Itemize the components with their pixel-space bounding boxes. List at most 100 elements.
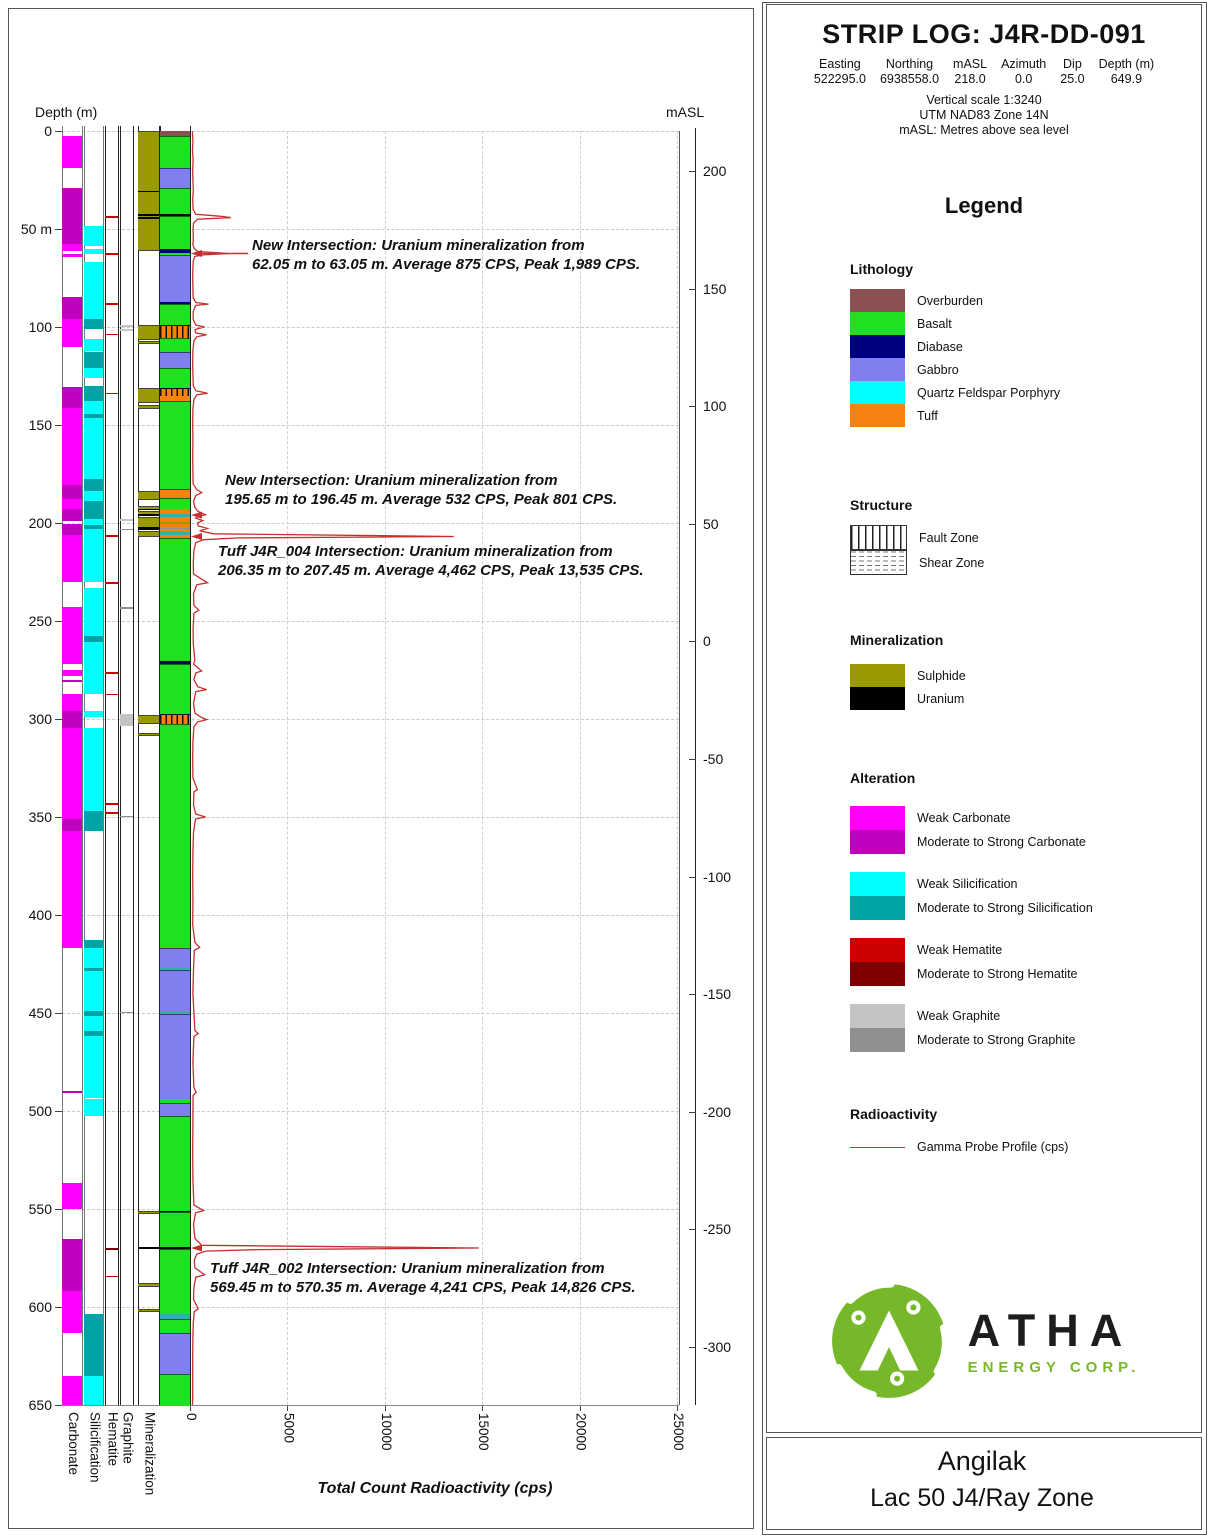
lithology-interval-basalt	[160, 1319, 190, 1334]
cps-tick	[677, 1405, 678, 1411]
legend-title: Legend	[944, 193, 1024, 218]
legend-item-shear-zone: Shear Zone	[850, 550, 984, 575]
depth-tick	[55, 817, 62, 818]
depth-gridline	[62, 1111, 679, 1112]
legend-mineralization: Mineralization Sulphide Uranium	[850, 632, 966, 710]
hematite-column-label: Hematite	[105, 1412, 121, 1467]
mineralization-interval-uranium	[138, 1247, 159, 1249]
annotation-2: New Intersection: Uranium mineralization…	[225, 471, 617, 509]
silicification-interval-weak	[84, 711, 103, 718]
annotation-4-line2: 569.45 m to 570.35 m. Average 4,241 CPS,…	[210, 1279, 636, 1296]
lithology-interval-basalt	[160, 538, 190, 662]
carbonate-interval-weak	[62, 1182, 82, 1210]
lithology-interval-gabbro	[160, 1332, 190, 1376]
silicification-interval-strong	[84, 479, 103, 491]
depth-tick-label: 0	[44, 123, 52, 139]
graphite-interval-strong	[120, 1011, 133, 1014]
carbonate-interval-strong	[62, 509, 82, 521]
lithology-interval-basalt	[160, 663, 190, 716]
cps-tick	[190, 1405, 191, 1411]
silicification-interval-weak	[84, 338, 103, 352]
mineralization-interval-sulphide	[138, 340, 159, 344]
annotation-arrowhead	[191, 511, 202, 519]
lithology-interval-basalt	[160, 1374, 190, 1406]
annotation-4-line1: Tuff J4R_002 Intersection: Uranium miner…	[210, 1260, 605, 1277]
cps-gridline	[287, 131, 289, 1405]
carbonate-weak-swatch	[850, 806, 905, 830]
graphite-interval-strong	[120, 815, 133, 818]
lithology-interval-basalt	[160, 215, 190, 250]
depth-tick-label: 150	[28, 417, 52, 433]
silicification-interval-strong	[84, 810, 103, 831]
hematite-interval-weak	[105, 392, 118, 395]
graphite-weak-swatch	[850, 1004, 905, 1028]
masl-tick-label: 50	[703, 515, 719, 532]
mineralization-interval-sulphide	[138, 325, 159, 340]
legend-structure: Structure Fault Zone Shear Zone	[850, 497, 984, 575]
depth-tick-label: 100	[28, 319, 52, 335]
carbonate-interval-weak	[62, 408, 82, 485]
hematite-interval-weak	[105, 671, 118, 674]
annotation-2-line1: New Intersection: Uranium mineralization…	[225, 472, 558, 489]
legend-alteration: Alteration Weak Carbonate Moderate to St…	[850, 770, 1093, 1070]
hematite-interval-weak	[105, 303, 118, 306]
mineralization-column-label: Mineralization	[142, 1412, 158, 1496]
silicification-interval-weak	[84, 226, 103, 246]
silicification-interval-strong	[84, 636, 103, 642]
silicification-interval-strong	[84, 1031, 103, 1036]
silicification-interval-weak	[84, 248, 103, 255]
field-masl: mASL 218.0	[953, 57, 988, 86]
cps-tick	[287, 1405, 289, 1411]
silicification-interval-weak	[84, 587, 103, 637]
masl-tick	[689, 523, 696, 525]
carbonate-interval-strong	[62, 1239, 82, 1292]
mineralization-interval-sulphide	[138, 491, 159, 500]
depth-tick	[55, 1307, 62, 1308]
lithology-interval-gabbro	[160, 1102, 190, 1117]
atha-wordmark: ATHA ENERGY CORP.	[967, 1304, 1141, 1376]
silicification-interval-strong	[84, 940, 103, 948]
lithology-interval-gabbro	[160, 970, 190, 1013]
annotation-arrowhead	[191, 533, 202, 541]
mineralization-interval-sulphide	[138, 405, 159, 409]
cps-tick-label: 5000	[281, 1413, 297, 1444]
silicification-interval-weak	[84, 417, 103, 480]
hematite-interval-weak	[105, 534, 118, 538]
legend-item-qfp: Quartz Feldspar Porphyry	[850, 381, 1060, 404]
graphite-column-left-border	[120, 126, 121, 1405]
lithology-interval-gabbro	[160, 255, 190, 303]
mineralization-interval-uranium	[138, 514, 159, 517]
cps-tick-label: 20000	[573, 1413, 589, 1451]
lithology-interval-fault-tuff	[160, 325, 190, 340]
depth-tick	[55, 1209, 62, 1210]
graphite-interval-weak	[120, 714, 133, 727]
lithology-interval-basalt	[160, 337, 190, 354]
lithology-interval-gabbro	[160, 947, 190, 969]
plot-right-border	[679, 131, 680, 1405]
depth-tick-label: 650	[28, 1397, 52, 1413]
diabase-swatch	[850, 335, 905, 358]
field-depth: Depth (m) 649.9	[1098, 57, 1155, 86]
masl-tick-label: 100	[703, 398, 727, 415]
masl-tick	[689, 994, 696, 996]
company-logo: ATHA ENERGY CORP.	[767, 1280, 1201, 1402]
depth-gridline	[62, 425, 679, 426]
annotation-1-line1: New Intersection: Uranium mineralization…	[252, 237, 585, 254]
carbonate-interval-weak	[62, 253, 82, 258]
lithology-interval-basalt	[160, 135, 190, 170]
masl-axis-line	[695, 128, 696, 1405]
lithology-interval-gabbro	[160, 168, 190, 189]
field-easting: Easting 522295.0	[813, 57, 866, 86]
mineralization-interval-uranium	[138, 190, 159, 193]
lithology-interval-gabbro	[160, 1013, 190, 1101]
qfp-swatch	[850, 381, 905, 404]
cps-tick-label: 25000	[671, 1413, 686, 1451]
depth-tick	[55, 621, 62, 622]
masl-tick	[689, 759, 696, 760]
depth-tick-label: 600	[28, 1299, 52, 1315]
cps-tick-label: 15000	[476, 1413, 492, 1451]
annotation-2-line2: 195.65 m to 196.45 m. Average 532 CPS, P…	[225, 491, 618, 508]
lithology-interval-basalt	[160, 252, 190, 256]
masl-tick	[689, 641, 696, 643]
lithology-interval-uranium	[160, 1247, 190, 1250]
